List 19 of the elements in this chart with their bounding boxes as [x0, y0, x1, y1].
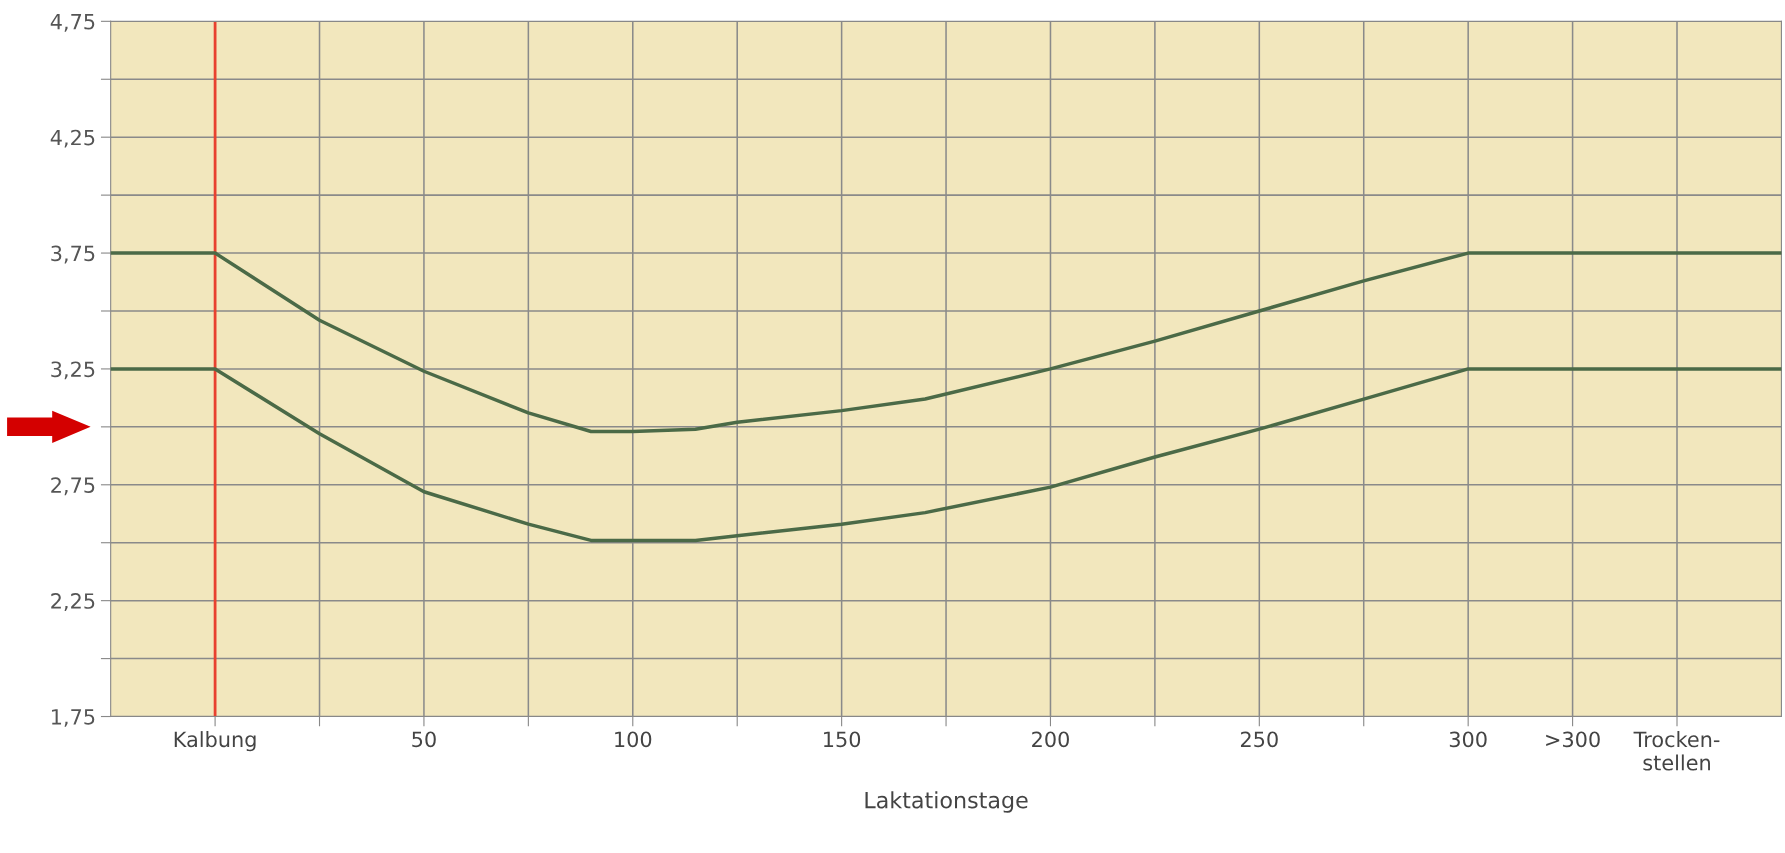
x-tick-label: Trocken- stellen	[1633, 731, 1720, 771]
x-tick-label: Kalbung	[174, 731, 256, 752]
line-series	[110, 367, 1782, 543]
x-tick-label: 100	[615, 731, 652, 748]
x-tick-label: 300	[1449, 731, 1487, 748]
x-tick-label: 250	[1240, 731, 1278, 748]
x-tick-label: 200	[1032, 731, 1069, 748]
y-tick-label: 3,75	[51, 245, 95, 264]
y-tick-label: 2,25	[51, 593, 95, 611]
y-tick-label: 2,75	[51, 477, 95, 496]
y-tick-label: 1,75	[51, 709, 95, 727]
line-series	[110, 251, 1782, 434]
x-axis-title: Laktationstage	[865, 791, 1028, 813]
y-tick-label: 3,25	[51, 361, 95, 380]
x-tick-label: 50	[412, 731, 436, 748]
x-tick-label: 150	[824, 731, 861, 748]
y-tick-label: 4,75	[50, 14, 95, 32]
y-tick-label: 4,25	[50, 129, 95, 148]
x-tick-label: >300	[1546, 731, 1600, 748]
